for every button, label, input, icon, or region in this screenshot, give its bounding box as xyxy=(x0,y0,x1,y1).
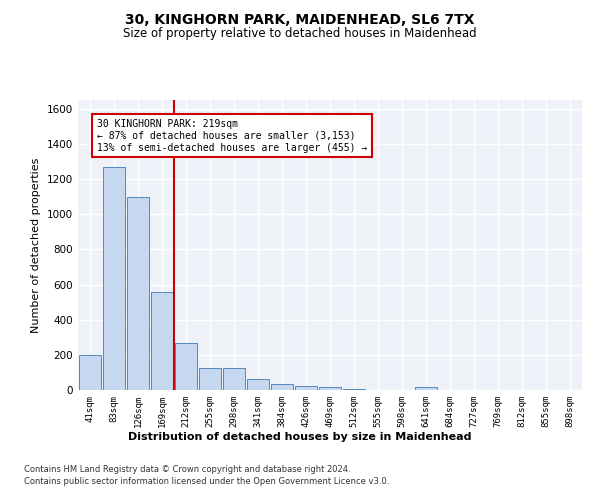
Text: Contains public sector information licensed under the Open Government Licence v3: Contains public sector information licen… xyxy=(24,478,389,486)
Bar xyxy=(343,389,365,390)
Text: Distribution of detached houses by size in Maidenhead: Distribution of detached houses by size … xyxy=(128,432,472,442)
Text: Size of property relative to detached houses in Maidenhead: Size of property relative to detached ho… xyxy=(123,28,477,40)
Bar xyxy=(79,355,101,390)
Text: Contains HM Land Registry data © Crown copyright and database right 2024.: Contains HM Land Registry data © Crown c… xyxy=(24,465,350,474)
Text: 30, KINGHORN PARK, MAIDENHEAD, SL6 7TX: 30, KINGHORN PARK, MAIDENHEAD, SL6 7TX xyxy=(125,12,475,26)
Bar xyxy=(223,368,245,390)
Text: 30 KINGHORN PARK: 219sqm
← 87% of detached houses are smaller (3,153)
13% of sem: 30 KINGHORN PARK: 219sqm ← 87% of detach… xyxy=(97,120,367,152)
Bar xyxy=(295,386,317,390)
Bar xyxy=(151,292,173,390)
Bar xyxy=(247,380,269,390)
Y-axis label: Number of detached properties: Number of detached properties xyxy=(31,158,41,332)
Bar xyxy=(415,388,437,390)
Bar xyxy=(271,384,293,390)
Bar xyxy=(103,167,125,390)
Bar xyxy=(127,196,149,390)
Bar xyxy=(319,388,341,390)
Bar xyxy=(199,368,221,390)
Bar xyxy=(175,344,197,390)
